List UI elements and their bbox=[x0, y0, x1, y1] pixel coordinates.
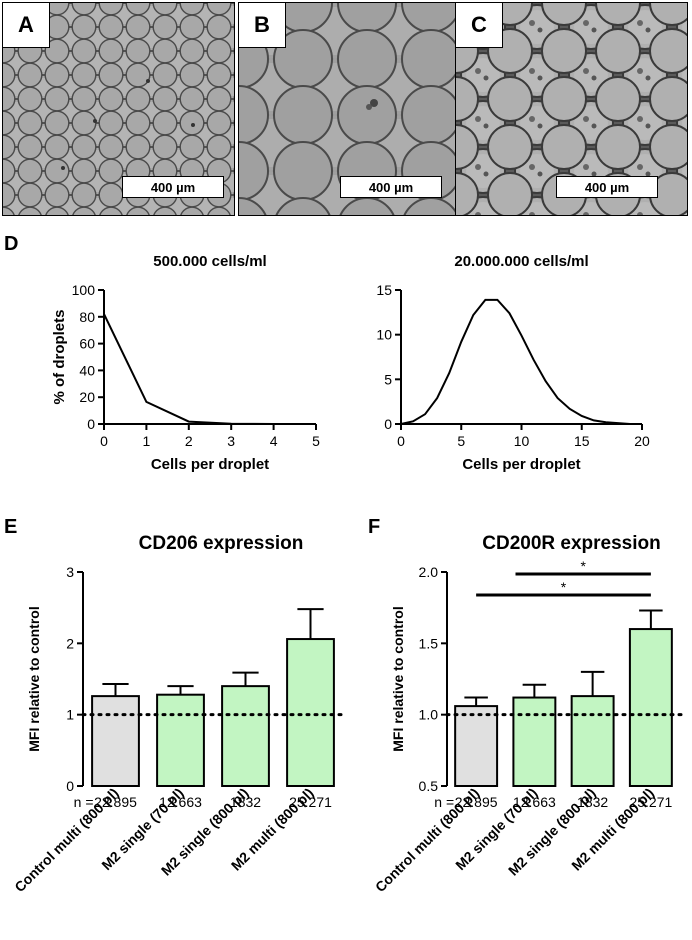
d-right-y-tick-label: 0 bbox=[384, 416, 392, 432]
d-left-x-tick-label: 4 bbox=[270, 433, 278, 449]
e-y-tick-label: 0 bbox=[66, 778, 74, 794]
f-y-tick-label: 2.0 bbox=[419, 564, 439, 580]
f-n-value: 12.663 bbox=[513, 794, 556, 810]
panel-label-e: E bbox=[4, 516, 18, 538]
d-left-x-tick-label: 5 bbox=[312, 433, 320, 449]
e-y-label: MFI relative to control bbox=[26, 606, 42, 751]
f-bar bbox=[570, 695, 615, 787]
d-left-y-tick-label: 100 bbox=[72, 282, 96, 298]
f-bar bbox=[628, 628, 673, 787]
f-significance-label: * bbox=[580, 558, 586, 574]
d-right-x-tick-label: 20 bbox=[634, 433, 650, 449]
f-n-value: 25.271 bbox=[629, 794, 672, 810]
f-n-value: 1832 bbox=[577, 794, 608, 810]
f-n-prefix: n = bbox=[434, 794, 454, 810]
d-right-x-tick-label: 15 bbox=[574, 433, 590, 449]
scale-bar-b: 400 µm bbox=[340, 176, 442, 198]
d-left-x-label: Cells per droplet bbox=[151, 456, 269, 473]
e-n-value: 25.271 bbox=[289, 794, 332, 810]
d-right-y-tick-label: 10 bbox=[376, 327, 392, 343]
d-left-x-tick-label: 0 bbox=[100, 433, 108, 449]
f-n-value: 22.895 bbox=[455, 794, 498, 810]
f-y-tick-label: 1.0 bbox=[419, 707, 439, 723]
d-left-y-tick-label: 80 bbox=[79, 309, 95, 325]
d-right-x-label: Cells per droplet bbox=[462, 456, 580, 473]
f-y-label: MFI relative to control bbox=[390, 606, 406, 751]
e-n-value: 22.895 bbox=[94, 794, 137, 810]
f-y-tick-label: 1.5 bbox=[419, 635, 439, 651]
panel-label-a: A bbox=[2, 2, 50, 48]
d-left-x-tick-label: 2 bbox=[185, 433, 193, 449]
scale-bar-c: 400 µm bbox=[556, 176, 658, 198]
d-right-x-tick-label: 5 bbox=[457, 433, 465, 449]
d-left-y-tick-label: 40 bbox=[79, 362, 95, 378]
d-left-title: 500.000 cells/ml bbox=[153, 253, 266, 270]
d-left-y-tick-label: 60 bbox=[79, 336, 95, 352]
panel-label-f: F bbox=[368, 516, 381, 538]
d-left-x-tick-label: 3 bbox=[227, 433, 235, 449]
f-title: CD200R expression bbox=[482, 533, 660, 554]
e-bar bbox=[156, 693, 205, 788]
scale-bar-a: 400 µm bbox=[122, 176, 224, 198]
d-right-title: 20.000.000 cells/ml bbox=[454, 253, 588, 270]
e-n-value: 1832 bbox=[230, 794, 261, 810]
d-left-y-tick-label: 0 bbox=[87, 416, 95, 432]
f-bar bbox=[512, 696, 557, 788]
e-title: CD206 expression bbox=[139, 533, 304, 554]
d-right-x-tick-label: 10 bbox=[514, 433, 530, 449]
d-left-x-tick-label: 1 bbox=[143, 433, 151, 449]
d-right-y-tick-label: 15 bbox=[376, 282, 392, 298]
panel-label-c: C bbox=[455, 2, 503, 48]
d-left-y-tick-label: 20 bbox=[79, 389, 95, 405]
f-bar bbox=[454, 705, 499, 788]
d-right-x-tick-label: 0 bbox=[397, 433, 405, 449]
e-bar bbox=[221, 685, 270, 788]
e-n-prefix: n = bbox=[74, 794, 94, 810]
e-bar bbox=[286, 638, 335, 788]
f-significance-label: * bbox=[561, 579, 567, 595]
d-right-series-line bbox=[400, 298, 642, 425]
d-right-y-tick-label: 5 bbox=[384, 371, 392, 387]
d-left-y-label: % of droplets bbox=[51, 309, 68, 404]
e-bar bbox=[91, 695, 140, 787]
panel-label-d: D bbox=[4, 233, 19, 255]
e-y-tick-label: 2 bbox=[66, 635, 74, 651]
e-y-tick-label: 3 bbox=[66, 564, 74, 580]
panel-label-b: B bbox=[238, 2, 286, 48]
d-left-series-line bbox=[103, 313, 316, 425]
e-y-tick-label: 1 bbox=[66, 707, 74, 723]
e-n-value: 12.663 bbox=[159, 794, 202, 810]
f-y-tick-label: 0.5 bbox=[419, 778, 439, 794]
